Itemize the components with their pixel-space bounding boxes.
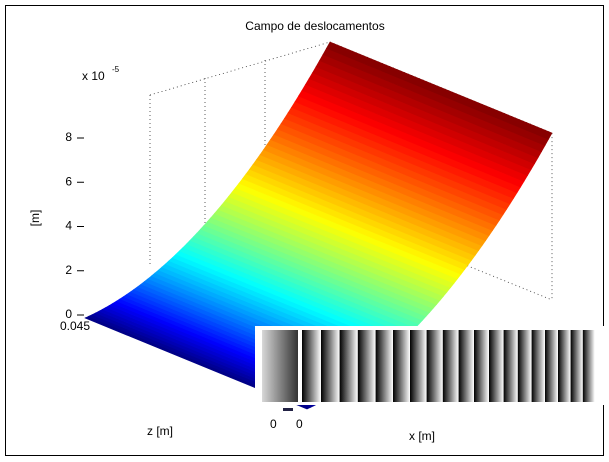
overlay-stripe [558, 330, 571, 402]
y-axis-label: [m] [28, 210, 42, 227]
y-tick-label: 2 [65, 263, 72, 277]
overlay-stripe [393, 330, 410, 402]
chart-title: Campo de deslocamentos [245, 19, 384, 33]
overlay-stripe [459, 330, 474, 402]
overlay-stripe [474, 330, 489, 402]
y-tick-label: 4 [65, 219, 72, 233]
overlay-stripe [427, 330, 443, 402]
overlay-stripe [545, 330, 558, 402]
corner-mark [283, 408, 293, 411]
overlay-stripe [489, 330, 504, 402]
figure: Campo de deslocamentos x 10 -5 [m] z [m]… [0, 0, 609, 462]
overlay-stripe [571, 330, 583, 402]
overlay-stripe [532, 330, 545, 402]
z-tick-label: 0.045 [60, 319, 90, 333]
overlay-stripe [321, 330, 340, 402]
x-tick-label: 0 [296, 417, 303, 431]
overlay-stripe [376, 330, 393, 402]
scale-label: x 10 [82, 69, 105, 83]
overlay-stripe [518, 330, 532, 402]
overlay-image [255, 326, 605, 405]
overlay-stripe [410, 330, 427, 402]
overlay-stripe [302, 330, 321, 402]
y-tick-label: 8 [65, 130, 72, 144]
overlay-stripe [504, 330, 518, 402]
overlay-stripe [443, 330, 459, 402]
overlay-first [262, 330, 298, 402]
overlay-stripe [340, 330, 358, 402]
y-tick-label: 6 [65, 174, 72, 188]
z-tick-label: 0 [270, 417, 277, 431]
x-axis-label: x [m] [409, 429, 435, 443]
overlay-stripe [583, 330, 595, 402]
overlay-stripe [358, 330, 376, 402]
z-axis-label: z [m] [147, 424, 173, 438]
scale-exponent: -5 [112, 65, 120, 74]
